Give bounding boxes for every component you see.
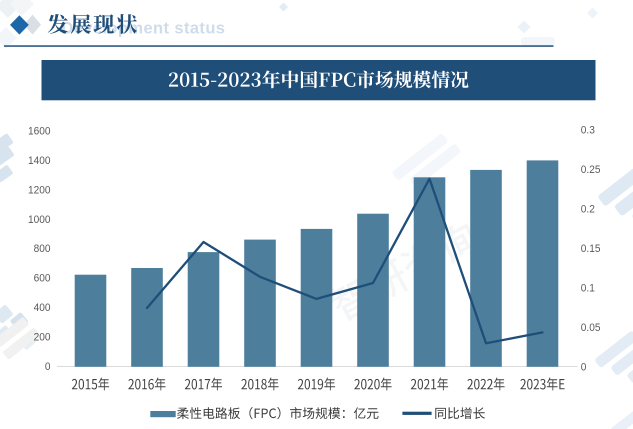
svg-text:400: 400 [34,302,51,314]
svg-text:0.2: 0.2 [581,203,595,215]
svg-text:1600: 1600 [28,125,51,137]
svg-text:0.05: 0.05 [581,322,601,334]
svg-text:Development status: Development status [61,20,225,38]
svg-text:0.1: 0.1 [581,282,595,294]
svg-text:800: 800 [34,243,51,255]
svg-text:1000: 1000 [28,213,51,225]
svg-text:1200: 1200 [28,184,51,196]
svg-text:600: 600 [34,272,51,284]
svg-text:0.25: 0.25 [581,164,601,176]
svg-text:1400: 1400 [28,155,51,167]
svg-text:0.15: 0.15 [581,243,601,255]
svg-text:0: 0 [581,361,587,373]
svg-text:0.3: 0.3 [581,124,595,136]
svg-text:200: 200 [34,331,51,343]
svg-text:0: 0 [45,360,51,372]
